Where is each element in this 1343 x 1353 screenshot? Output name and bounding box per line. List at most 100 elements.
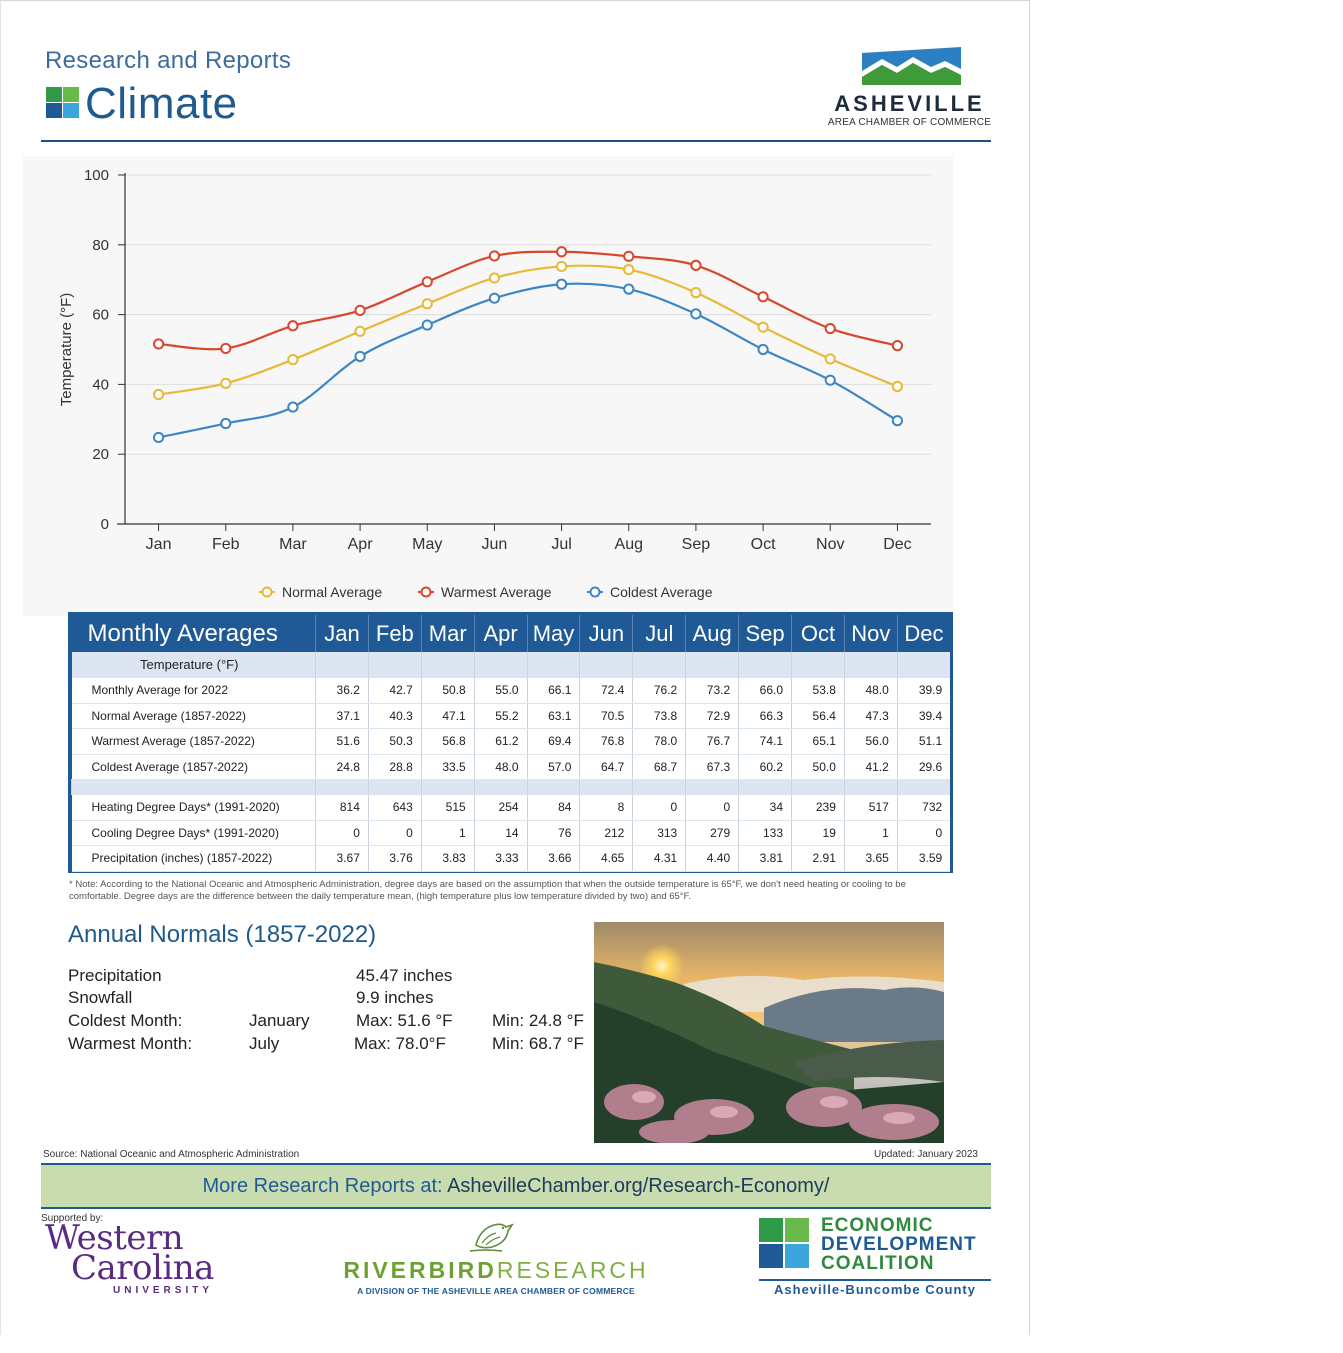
table-cell	[315, 652, 369, 678]
x-tick-label: Aug	[615, 536, 643, 553]
table-cell: 50.3	[367, 728, 422, 755]
table-cell: 51.6	[315, 728, 369, 755]
warmest-month-label: Warmest Month:	[68, 1034, 193, 1053]
table-row: Coldest Average (1857-2022) 24.8 28.8 33.5 4…	[71, 754, 951, 780]
table-cell: 0	[632, 794, 686, 821]
table-cell: 39.4	[896, 703, 951, 729]
table-month-header: Nov	[843, 615, 898, 652]
riverbird-bold: RIVERBIRD	[343, 1257, 497, 1283]
table-cell: 28.8	[367, 754, 422, 780]
table-cell: 78.0	[632, 728, 686, 755]
western-carolina-university-logo: Western Carolina UNIVERSITY	[41, 1221, 221, 1301]
table-cell: 76	[526, 820, 580, 846]
table-cell: 40.3	[367, 703, 422, 729]
warmest-average-point	[354, 304, 366, 317]
table-cell: 47.3	[843, 703, 898, 729]
table-cell: 66.1	[526, 677, 580, 704]
table-cell: 36.2	[315, 677, 369, 704]
coldest-average-point	[421, 319, 433, 331]
table-cell	[632, 779, 686, 795]
table-cell: 33.5	[420, 754, 475, 780]
table-cell: 814	[315, 794, 369, 821]
snowfall-label: Snowfall	[68, 988, 133, 1007]
table-row-label: Coldest Average (1857-2022)	[71, 754, 316, 780]
table-cell: 3.83	[420, 845, 475, 872]
table-row-label: Cooling Degree Days* (1991-2020)	[71, 820, 316, 846]
riverbird-tagline: A DIVISION OF THE ASHEVILLE AREA CHAMBER…	[357, 1286, 635, 1296]
table-cell	[526, 652, 580, 678]
normal-average-point	[220, 377, 232, 389]
warmest-average-point	[690, 259, 702, 271]
table-cell: 643	[367, 794, 422, 821]
coldest-average-point	[287, 401, 299, 413]
snowfall-value: 9.9 inches	[356, 988, 434, 1007]
table-cell: 55.2	[473, 703, 528, 729]
legend-marker	[420, 586, 432, 598]
table-cell: 8	[579, 794, 633, 821]
table-cell: 72.9	[685, 703, 739, 729]
warmest-month-max: Max: 78.0°F	[354, 1034, 446, 1053]
table-cell: 239	[791, 794, 845, 821]
coldest-average-point	[891, 415, 904, 427]
table-cell: 517	[843, 794, 898, 821]
coldest-average-point	[152, 431, 165, 444]
y-tick-label: 60	[92, 307, 109, 324]
table-cell	[473, 779, 528, 795]
legend-marker	[261, 586, 273, 598]
warmest-average-point	[152, 338, 165, 350]
table-cell: 0	[367, 820, 422, 846]
coldest-average-point	[824, 374, 836, 386]
table-cell: 34	[738, 794, 792, 821]
economic-development-coalition-logo: ECONOMIC DEVELOPMENT COALITION Asheville…	[759, 1216, 994, 1301]
header-divider	[41, 140, 991, 142]
edc-square-icon	[759, 1244, 783, 1268]
table-cell: 73.8	[632, 703, 686, 729]
table-cell: 3.66	[526, 845, 580, 872]
mountain-sunset-photo	[594, 922, 944, 1143]
legend-label: Normal Average	[282, 584, 382, 600]
coldest-average-point	[757, 343, 769, 356]
table-row-label: Monthly Average for 2022	[71, 677, 316, 704]
table-month-header: Jul	[632, 615, 686, 652]
edc-line-2: DEVELOPMENT	[821, 1234, 977, 1255]
table-row: Normal Average (1857-2022) 37.1 40.3 47.1 55…	[71, 703, 951, 729]
table-month-header: Aug	[685, 615, 739, 652]
table-cell	[420, 652, 475, 678]
x-tick-label: Mar	[279, 536, 307, 553]
table-cell: 50.0	[791, 754, 845, 780]
x-tick-label: Feb	[212, 536, 240, 553]
table-row-label: Precipitation (inches) (1857-2022)	[71, 845, 316, 872]
table-cell: 64.7	[579, 754, 633, 780]
table-cell: 56.8	[420, 728, 475, 755]
temperature-line-chart: 0 20 40 60 80 100 Jan Feb Mar Apr May Jun Jul Aug Sep O…	[23, 156, 953, 616]
warmest-average-point	[287, 320, 299, 332]
updated-note: Updated: January 2023	[874, 1149, 978, 1160]
table-row: Precipitation (inches) (1857-2022) 3.67 3.…	[71, 845, 951, 872]
table-cell	[632, 652, 686, 678]
x-tick-label: Dec	[883, 536, 911, 553]
table-cell	[843, 652, 898, 678]
table-month-header: Mar	[420, 615, 475, 652]
table-cell: 68.7	[632, 754, 686, 780]
table-cell: 133	[738, 820, 792, 846]
y-axis-title: Temperature (°F)	[58, 293, 75, 407]
table-cell	[315, 779, 369, 795]
table-cell	[420, 779, 475, 795]
table-cell: 61.2	[473, 728, 528, 755]
warmest-average-point	[421, 276, 433, 288]
research-economy-link[interactable]: AshevilleChamber.org/Research-Economy/	[447, 1175, 830, 1197]
table-month-header: Apr	[473, 615, 528, 652]
y-tick-label: 100	[84, 167, 109, 184]
table-cell	[579, 652, 633, 678]
normal-average-point	[555, 260, 568, 273]
table-cell: 73.2	[685, 677, 739, 704]
table-cell: 279	[685, 820, 739, 846]
table-cell	[896, 779, 951, 795]
report-section-label: Research and Reports	[45, 47, 292, 74]
table-cell: 76.2	[632, 677, 686, 704]
edc-line-3: COALITION	[821, 1253, 935, 1274]
table-month-header: May	[526, 615, 580, 652]
legend-label: Coldest Average	[610, 584, 713, 600]
table-cell: 3.81	[738, 845, 792, 872]
table-month-header: Jun	[579, 615, 633, 652]
